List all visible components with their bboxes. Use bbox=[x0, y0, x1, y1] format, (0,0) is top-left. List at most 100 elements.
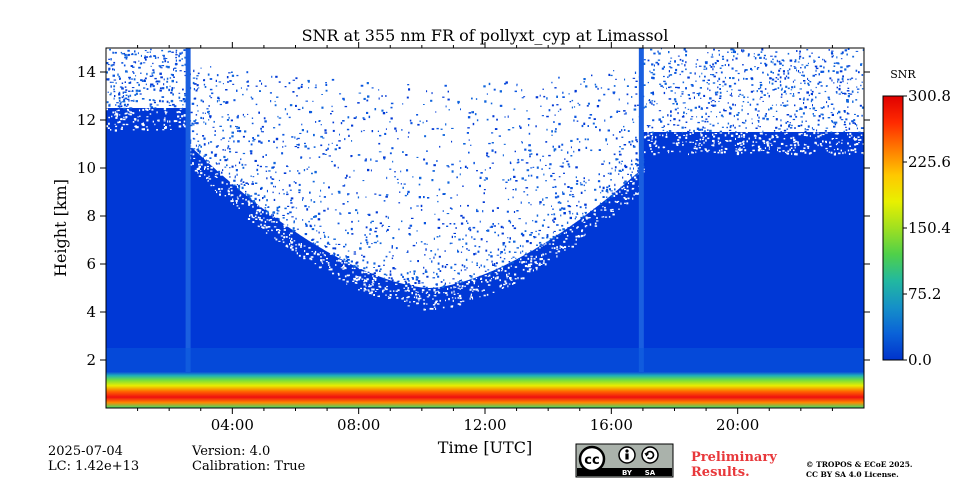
speckle-pixel bbox=[823, 106, 825, 109]
speckle-pixel bbox=[824, 90, 827, 93]
speckle-pixel bbox=[508, 219, 511, 222]
speckle-gap-pixel bbox=[313, 252, 316, 255]
speckle-pixel bbox=[167, 51, 169, 53]
speckle-pixel bbox=[613, 153, 616, 156]
speckle-gap-pixel bbox=[565, 238, 568, 240]
speckle-pixel bbox=[124, 86, 127, 88]
speckle-pixel bbox=[378, 194, 382, 196]
speckle-pixel bbox=[342, 120, 345, 122]
speckle-pixel bbox=[785, 93, 787, 95]
speckle-pixel bbox=[226, 119, 230, 121]
speckle-gap-pixel bbox=[407, 289, 410, 292]
speckle-gap-pixel bbox=[532, 269, 534, 272]
speckle-gap-pixel bbox=[819, 143, 822, 145]
speckle-pixel bbox=[756, 103, 759, 106]
speckle-pixel bbox=[265, 204, 267, 206]
speckle-gap-pixel bbox=[790, 147, 793, 149]
speckle-pixel bbox=[331, 142, 333, 144]
speckle-pixel bbox=[492, 223, 494, 225]
speckle-gap-pixel bbox=[320, 256, 322, 258]
speckle-gap-pixel bbox=[123, 118, 126, 121]
speckle-pixel bbox=[383, 158, 386, 160]
speckle-pixel bbox=[366, 243, 369, 245]
speckle-gap-pixel bbox=[290, 237, 293, 240]
speckle-pixel bbox=[157, 80, 161, 83]
speckle-pixel bbox=[413, 270, 416, 273]
speckle-pixel bbox=[436, 195, 438, 197]
speckle-gap-pixel bbox=[438, 292, 441, 294]
speckle-pixel bbox=[635, 139, 638, 141]
speckle-pixel bbox=[222, 83, 224, 85]
speckle-gap-pixel bbox=[705, 149, 707, 151]
speckle-gap-pixel bbox=[522, 261, 525, 263]
speckle-pixel bbox=[397, 182, 399, 184]
speckle-pixel bbox=[316, 230, 318, 232]
speckle-pixel bbox=[670, 57, 673, 59]
speckle-pixel bbox=[815, 69, 817, 72]
speckle-gap-pixel bbox=[682, 141, 684, 143]
speckle-pixel bbox=[272, 191, 274, 194]
speckle-pixel bbox=[410, 207, 412, 210]
speckle-gap-pixel bbox=[276, 228, 278, 231]
speckle-pixel bbox=[245, 190, 247, 193]
speckle-pixel bbox=[318, 156, 321, 158]
speckle-pixel bbox=[503, 143, 506, 145]
speckle-gap-pixel bbox=[505, 282, 508, 285]
speckle-pixel bbox=[510, 178, 512, 181]
speckle-pixel bbox=[328, 155, 331, 157]
speckle-pixel bbox=[391, 245, 393, 248]
speckle-pixel bbox=[466, 220, 468, 223]
speckle-pixel bbox=[630, 143, 632, 146]
speckle-gap-pixel bbox=[200, 172, 203, 175]
speckle-pixel bbox=[698, 92, 701, 95]
speckle-pixel bbox=[179, 52, 182, 55]
speckle-pixel bbox=[361, 254, 363, 256]
speckle-pixel bbox=[716, 59, 718, 62]
speckle-pixel bbox=[687, 108, 690, 110]
speckle-gap-pixel bbox=[300, 245, 302, 248]
speckle-pixel bbox=[648, 99, 651, 101]
speckle-pixel bbox=[332, 254, 336, 257]
speckle-pixel bbox=[728, 129, 732, 131]
speckle-pixel bbox=[368, 246, 371, 248]
speckle-gap-pixel bbox=[366, 278, 369, 281]
speckle-pixel bbox=[306, 208, 309, 211]
speckle-gap-pixel bbox=[793, 144, 797, 147]
speckle-pixel bbox=[714, 104, 717, 107]
speckle-gap-pixel bbox=[295, 244, 298, 246]
speckle-gap-pixel bbox=[659, 134, 661, 136]
speckle-pixel bbox=[193, 88, 195, 91]
speckle-pixel bbox=[206, 108, 209, 110]
speckle-pixel bbox=[302, 197, 304, 200]
speckle-gap-pixel bbox=[179, 118, 182, 120]
speckle-gap-pixel bbox=[786, 152, 789, 154]
speckle-pixel bbox=[165, 58, 168, 59]
speckle-pixel bbox=[703, 68, 706, 70]
speckle-pixel bbox=[386, 194, 389, 196]
speckle-gap-pixel bbox=[577, 235, 579, 237]
speckle-pixel bbox=[792, 80, 794, 83]
speckle-pixel bbox=[839, 116, 842, 119]
speckle-pixel bbox=[398, 202, 401, 204]
speckle-pixel bbox=[247, 85, 250, 87]
speckle-gap-pixel bbox=[230, 189, 233, 192]
speckle-pixel bbox=[233, 99, 236, 102]
speckle-pixel bbox=[366, 82, 369, 85]
speckle-gap-pixel bbox=[207, 167, 209, 170]
speckle-gap-pixel bbox=[378, 295, 380, 298]
speckle-gap-pixel bbox=[473, 282, 475, 285]
speckle-gap-pixel bbox=[328, 264, 330, 266]
speckle-pixel bbox=[407, 250, 409, 253]
speckle-gap-pixel bbox=[275, 221, 278, 223]
speckle-gap-pixel bbox=[363, 271, 366, 274]
speckle-pixel bbox=[298, 172, 301, 175]
speckle-pixel bbox=[837, 112, 839, 115]
speckle-pixel bbox=[196, 75, 199, 77]
speckle-pixel bbox=[684, 126, 687, 129]
speckle-gap-pixel bbox=[289, 243, 291, 246]
speckle-gap-pixel bbox=[395, 290, 398, 292]
speckle-pixel bbox=[764, 114, 767, 118]
speckle-pixel bbox=[298, 143, 300, 146]
speckle-pixel bbox=[612, 91, 614, 94]
